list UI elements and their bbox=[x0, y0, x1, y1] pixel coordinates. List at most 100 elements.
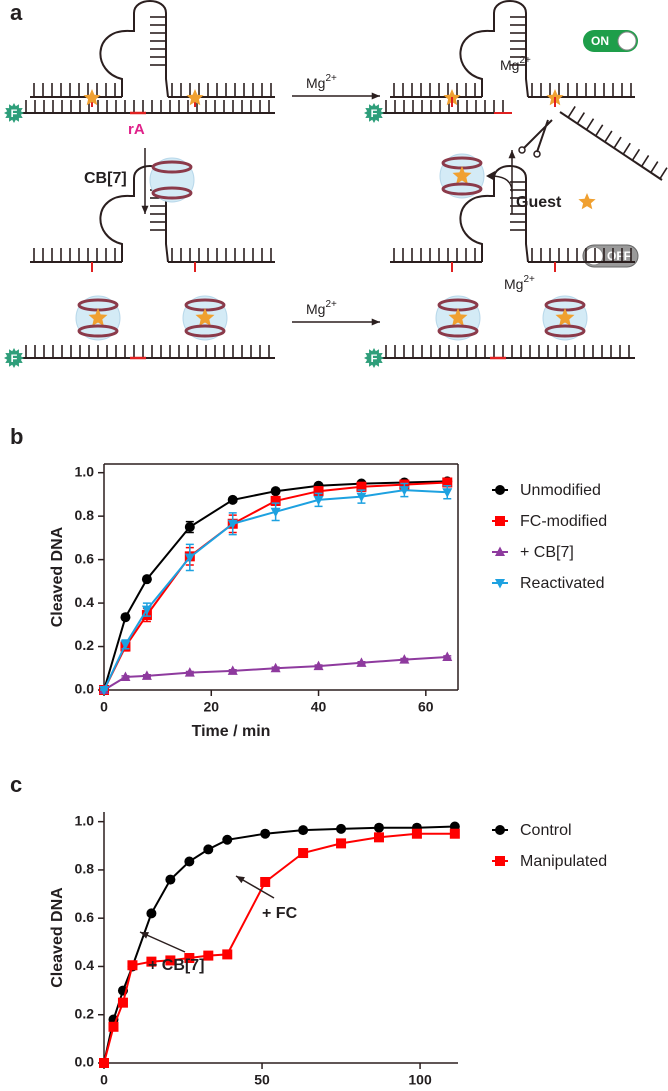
marker bbox=[227, 494, 238, 505]
arrow-head bbox=[140, 932, 149, 939]
x-axis-label: Time / min bbox=[192, 723, 271, 740]
x-tick-label: 0 bbox=[100, 1072, 108, 1088]
fluor-label: F bbox=[371, 108, 378, 120]
y-tick-label: 0.0 bbox=[75, 1054, 95, 1070]
strand bbox=[595, 124, 604, 137]
hairpin bbox=[459, 0, 529, 98]
marker bbox=[373, 832, 384, 843]
y-tick-label: 0.2 bbox=[75, 1005, 95, 1021]
fluor-label: F bbox=[11, 353, 18, 365]
marker bbox=[141, 670, 152, 680]
scissors-ring bbox=[518, 146, 526, 154]
y-tick-label: 0.8 bbox=[75, 861, 95, 877]
legend-marker bbox=[495, 516, 505, 526]
legend-label: + CB[7] bbox=[520, 544, 574, 561]
fluorophore bbox=[364, 348, 384, 368]
arrow-head bbox=[371, 92, 380, 100]
mg-sup: 2+ bbox=[325, 299, 337, 310]
marker bbox=[184, 522, 195, 533]
marker bbox=[165, 955, 176, 966]
marker bbox=[165, 874, 176, 885]
cage-ring bbox=[77, 324, 119, 338]
marker bbox=[313, 660, 324, 671]
series-line bbox=[103, 480, 448, 691]
ra-label: rA bbox=[128, 121, 145, 138]
marker bbox=[260, 828, 271, 839]
marker bbox=[270, 486, 281, 497]
marker bbox=[270, 662, 281, 673]
arrow-head bbox=[508, 150, 516, 159]
marker bbox=[184, 553, 195, 563]
marker bbox=[117, 997, 128, 1008]
marker bbox=[336, 823, 347, 834]
marker bbox=[184, 856, 195, 867]
marker bbox=[270, 507, 281, 518]
strand bbox=[567, 106, 576, 118]
hairpin bbox=[459, 165, 529, 263]
series-line bbox=[103, 481, 448, 691]
marker bbox=[442, 477, 453, 488]
strand bbox=[631, 148, 641, 161]
marker bbox=[141, 605, 152, 616]
mg-label: Mg2+ bbox=[306, 73, 337, 91]
strand bbox=[659, 167, 668, 180]
y-tick-label: 0.4 bbox=[75, 957, 95, 973]
fluor-label: F bbox=[371, 353, 378, 365]
marker bbox=[399, 486, 410, 496]
guest-star bbox=[452, 166, 472, 185]
marker bbox=[146, 908, 157, 919]
arrow-head bbox=[141, 205, 149, 214]
strand bbox=[640, 154, 650, 167]
legend-marker bbox=[495, 546, 505, 556]
guest-star bbox=[448, 308, 468, 327]
marker bbox=[120, 671, 131, 681]
marker bbox=[99, 1058, 109, 1068]
cage-ring bbox=[151, 186, 193, 200]
x-tick-label: 40 bbox=[311, 699, 327, 715]
marker bbox=[222, 834, 233, 845]
legend-marker bbox=[495, 485, 505, 495]
cage-ring bbox=[544, 324, 586, 338]
marker bbox=[449, 828, 460, 839]
guest-star bbox=[555, 308, 575, 327]
marker bbox=[120, 640, 131, 650]
marker bbox=[260, 876, 271, 887]
legend-label: Manipulated bbox=[520, 853, 607, 870]
guest-star bbox=[195, 308, 215, 327]
y-tick-label: 0.2 bbox=[75, 637, 95, 653]
y-tick-label: 1.0 bbox=[75, 463, 95, 479]
cage-body bbox=[149, 157, 195, 203]
strand bbox=[604, 130, 613, 143]
strand bbox=[585, 118, 595, 131]
cage-ring bbox=[437, 324, 479, 338]
strand bbox=[613, 136, 622, 149]
panel-letter: b bbox=[10, 424, 23, 449]
marker bbox=[146, 956, 157, 967]
marker bbox=[184, 667, 195, 677]
x-tick-label: 20 bbox=[203, 699, 219, 715]
marker bbox=[356, 481, 367, 492]
fluor-label: F bbox=[11, 108, 18, 120]
marker bbox=[442, 651, 453, 661]
series-line bbox=[103, 832, 455, 1064]
scissors-ring bbox=[533, 150, 541, 158]
mg-base: Mg bbox=[306, 75, 325, 91]
y-tick-label: 0.8 bbox=[75, 507, 95, 523]
marker bbox=[298, 825, 309, 836]
legend-label: FC-modified bbox=[520, 513, 607, 530]
legend-marker bbox=[495, 579, 505, 589]
marker bbox=[222, 949, 233, 960]
marker bbox=[141, 574, 152, 585]
guest-star bbox=[186, 89, 204, 106]
marker bbox=[442, 488, 453, 498]
marker bbox=[313, 495, 324, 506]
marker bbox=[184, 953, 195, 964]
mg-sup: 2+ bbox=[325, 73, 337, 84]
strand bbox=[559, 111, 663, 181]
marker bbox=[399, 654, 410, 664]
strand bbox=[622, 142, 631, 155]
toggle-knob bbox=[617, 31, 637, 51]
toggle-knob bbox=[584, 246, 604, 266]
mg-label: Mg2+ bbox=[306, 299, 337, 317]
